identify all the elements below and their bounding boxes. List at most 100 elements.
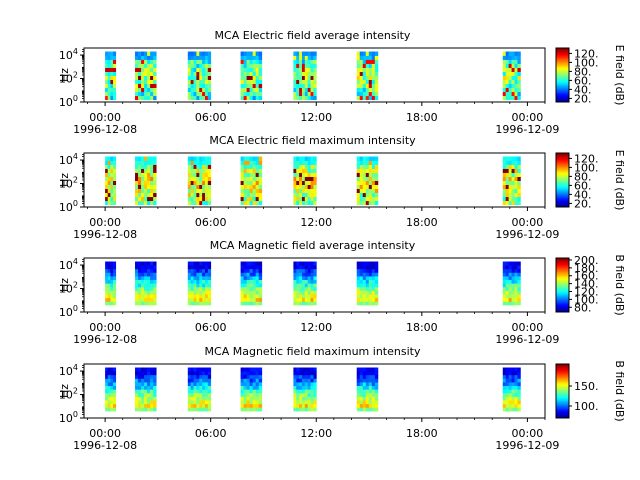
heatmap-cell — [359, 290, 364, 295]
heatmap-cell — [310, 389, 314, 394]
heatmap-cell — [502, 301, 507, 306]
heatmap-cell — [362, 301, 367, 306]
heatmap-cell — [138, 55, 142, 60]
heatmap-cell — [368, 396, 373, 401]
heatmap-cell — [293, 200, 297, 206]
heatmap-cell — [153, 59, 157, 64]
heatmap-cell — [240, 396, 245, 401]
heatmap-cell — [144, 301, 148, 306]
heatmap-cell — [508, 403, 512, 408]
heatmap-cell — [187, 160, 192, 165]
heatmap-cell — [356, 156, 361, 161]
heatmap-cell — [107, 400, 111, 405]
heatmap-cell — [310, 279, 314, 284]
heatmap-cell — [362, 200, 367, 206]
heatmap-cell — [252, 268, 257, 273]
heatmap-cell — [243, 286, 248, 291]
heatmap-cell — [307, 168, 311, 173]
heatmap-cell — [374, 261, 379, 266]
colorbar-step — [556, 397, 569, 400]
heatmap-cell — [193, 164, 197, 169]
heatmap-cell — [190, 55, 194, 60]
heatmap-cell — [368, 67, 373, 72]
heatmap-cell — [113, 200, 117, 206]
heatmap-cell — [240, 196, 245, 202]
heatmap-cell — [196, 276, 200, 281]
heatmap-cell — [371, 392, 376, 397]
heatmap-cell — [207, 164, 212, 169]
heatmap-cell — [113, 83, 117, 89]
heatmap-cell — [243, 95, 248, 101]
heatmap-cell — [147, 176, 151, 181]
heatmap-cell — [371, 297, 376, 302]
heatmap-cell — [196, 95, 200, 101]
heatmap-cell — [374, 83, 379, 89]
colorbar-step — [556, 259, 569, 262]
heatmap-cell — [249, 160, 254, 165]
heatmap-cell — [199, 87, 203, 93]
heatmap-cell — [202, 95, 206, 101]
colorbar-step — [556, 196, 569, 198]
colorbar-step — [556, 373, 569, 376]
heatmap-cell — [252, 283, 257, 288]
heatmap-cell — [359, 279, 364, 284]
heatmap-cell — [196, 176, 200, 181]
heatmap-cell — [365, 268, 370, 273]
heatmap-cell — [307, 385, 311, 390]
heatmap-cell — [310, 87, 314, 93]
heatmap-cell — [365, 168, 370, 173]
heatmap-cell — [304, 272, 309, 277]
heatmap-cell — [508, 168, 512, 173]
heatmap-cell — [113, 196, 117, 202]
heatmap-cell — [190, 403, 194, 408]
heatmap-cell — [258, 279, 263, 284]
heatmap-cell — [293, 164, 297, 169]
heatmap-cell — [307, 396, 311, 401]
heatmap-cell — [356, 95, 361, 101]
heatmap-cell — [293, 160, 297, 165]
heatmap-cell — [362, 188, 367, 194]
heatmap-cell — [246, 91, 251, 97]
heatmap-cell — [301, 268, 306, 273]
heatmap-cell — [293, 87, 297, 93]
heatmap-cell — [243, 265, 248, 270]
heatmap-cell — [371, 261, 376, 266]
heatmap-cell — [356, 407, 361, 412]
x-tick-label: 00:00 — [512, 111, 544, 124]
colorbar-step — [556, 64, 569, 66]
heatmap-cell — [138, 156, 142, 161]
heatmap-cell — [371, 378, 376, 383]
heatmap-cell — [113, 87, 117, 93]
heatmap-cell — [293, 279, 297, 284]
y-tick-label: 102 — [59, 281, 78, 296]
heatmap-cell — [150, 279, 154, 284]
colorbar: 100.150. B field (dB) — [555, 360, 626, 422]
heatmap-cell — [359, 176, 364, 181]
heatmap-cell — [304, 192, 309, 198]
heatmap-cell — [508, 396, 512, 401]
colorbar-step — [556, 194, 569, 197]
heatmap-cell — [505, 87, 510, 93]
colorbar-step — [556, 95, 569, 97]
heatmap-cell — [147, 294, 151, 299]
heatmap-cell — [304, 378, 309, 383]
heatmap-cell — [249, 176, 254, 181]
heatmap-cell — [107, 403, 111, 408]
heatmap-cell — [153, 83, 157, 89]
heatmap-cell — [105, 75, 109, 80]
heatmap-cell — [362, 276, 367, 281]
heatmap-cell — [258, 188, 263, 194]
heatmap-cell — [293, 184, 297, 190]
heatmap-cell — [359, 286, 364, 291]
heatmap-cell — [365, 95, 370, 101]
heatmap-cell — [304, 160, 309, 165]
heatmap-cell — [258, 268, 263, 273]
heatmap-cell — [365, 196, 370, 202]
heatmap-cell — [301, 176, 306, 181]
heatmap-cell — [196, 385, 200, 390]
heatmap-cell — [207, 294, 212, 299]
heatmap-cell — [193, 87, 197, 93]
heatmap-cell — [204, 160, 209, 165]
x-date-right: 1996-12-09 — [495, 228, 559, 241]
